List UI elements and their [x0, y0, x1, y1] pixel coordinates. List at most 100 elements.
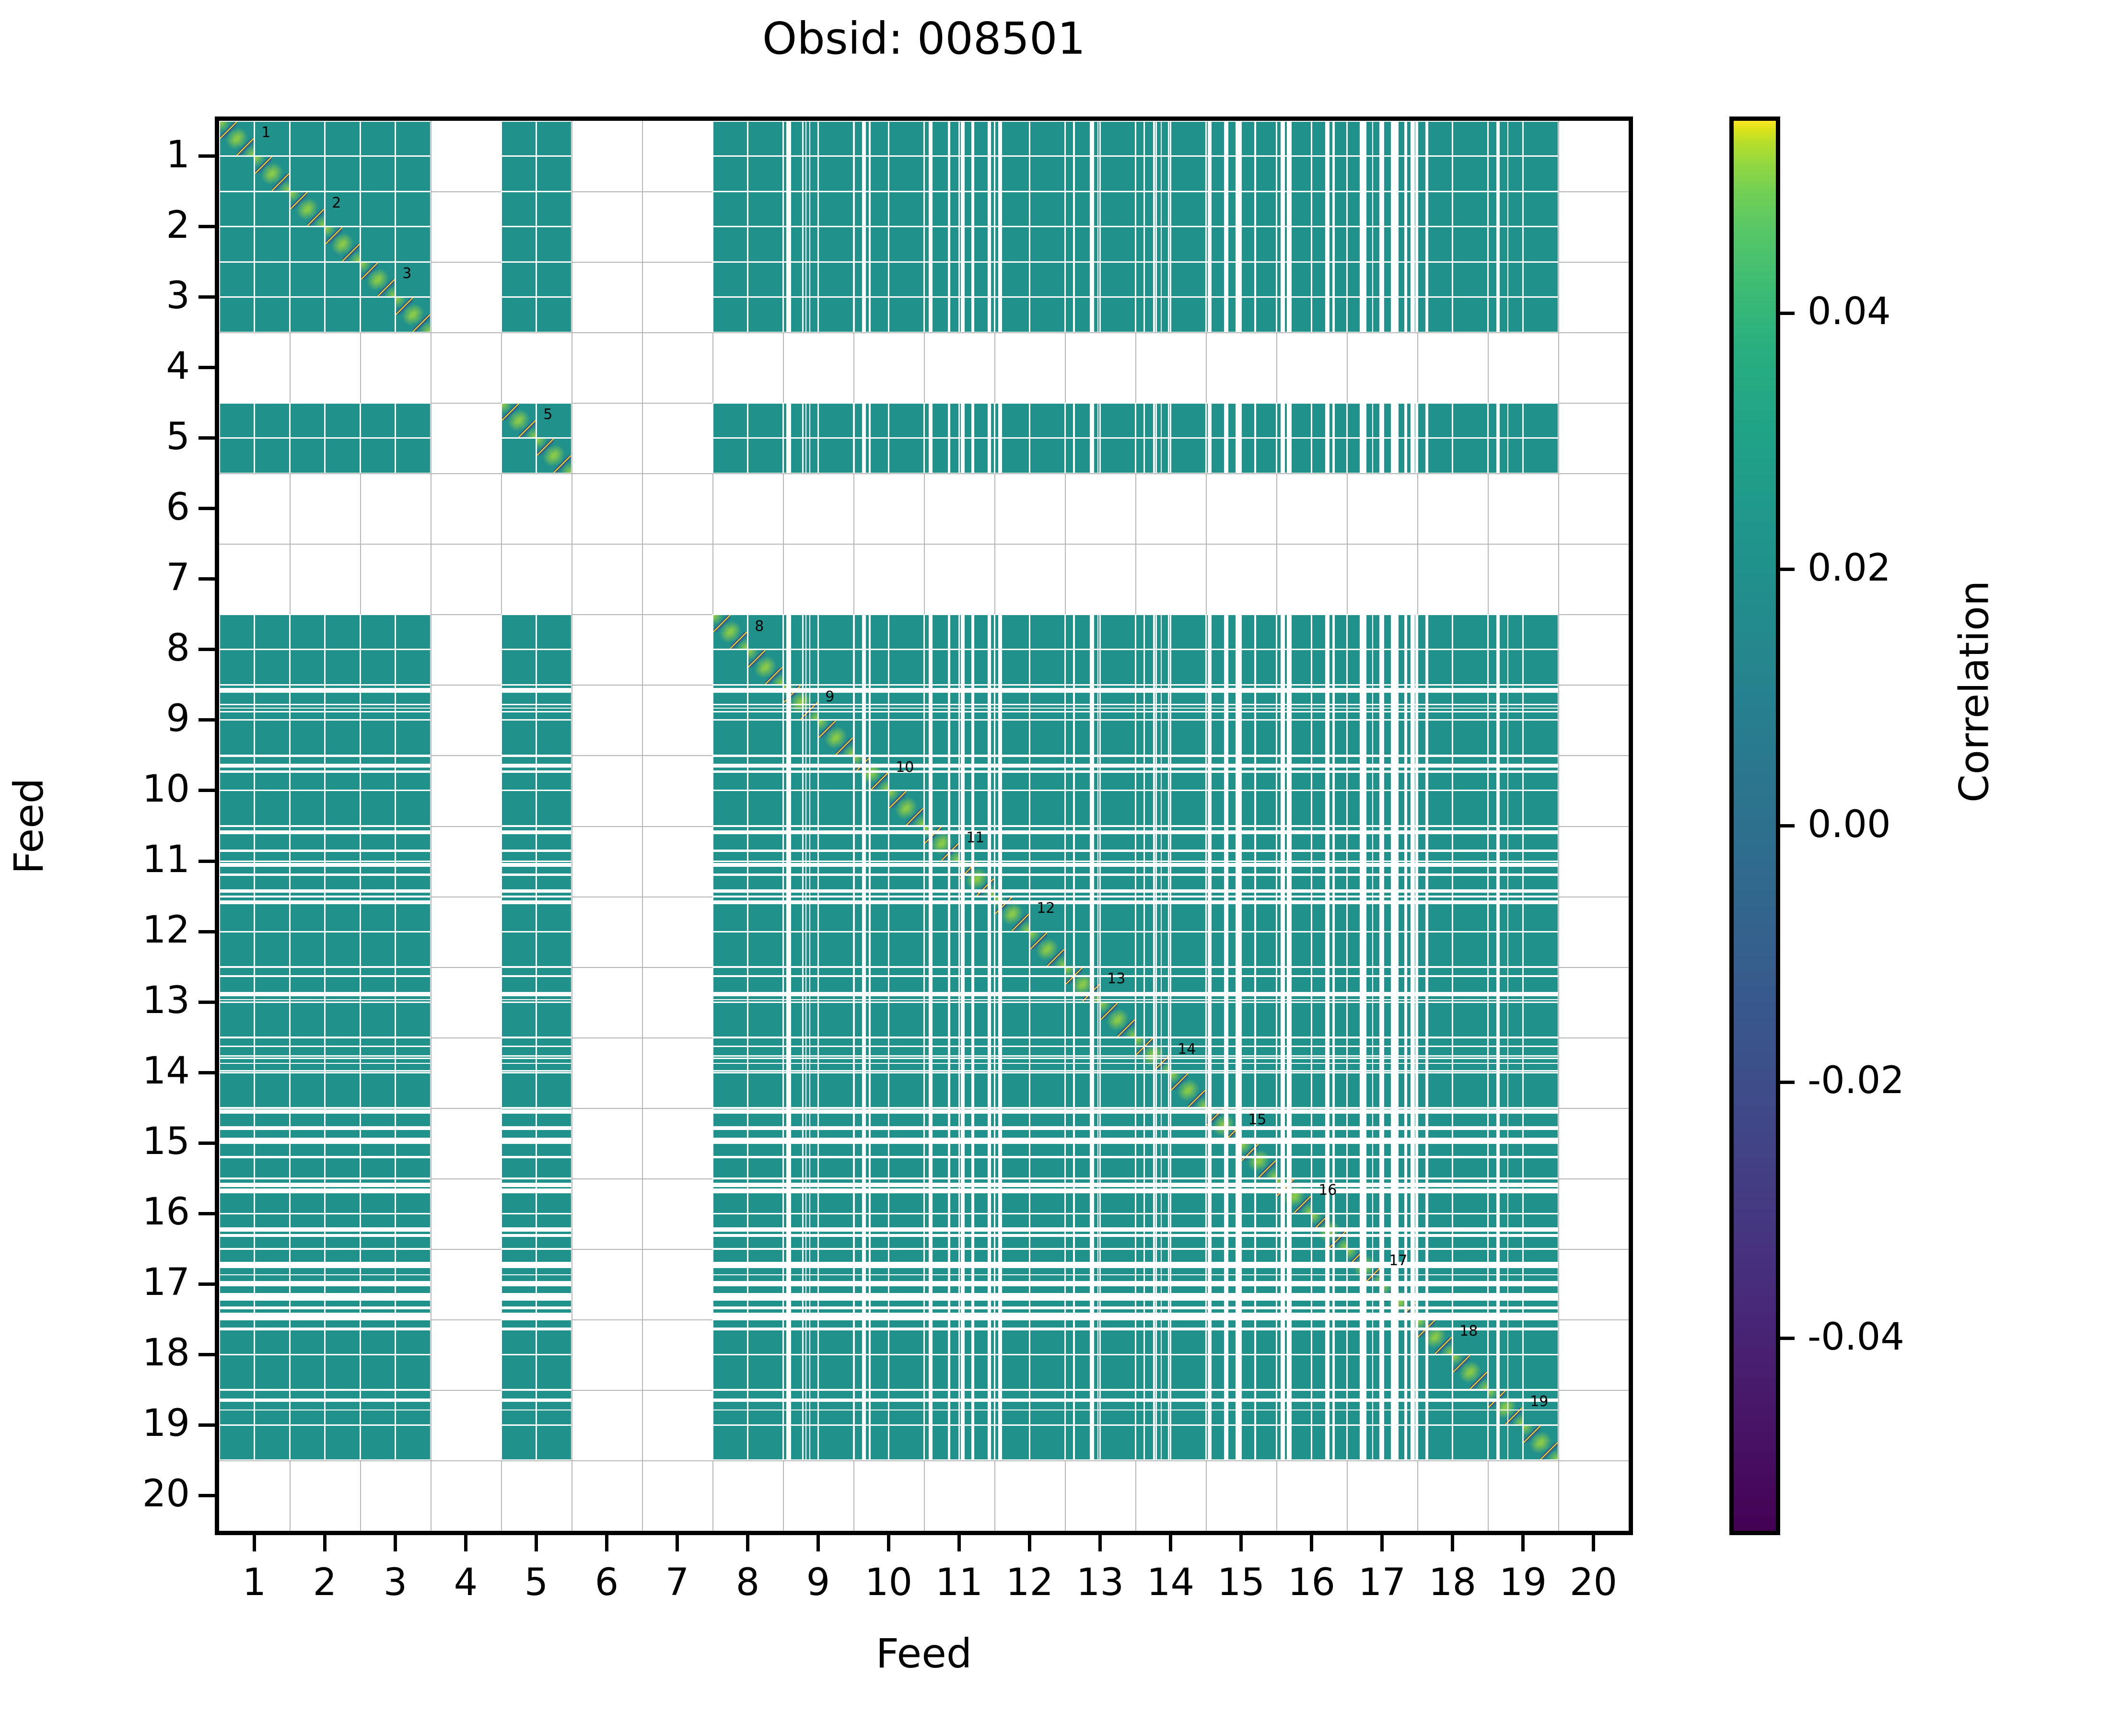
correlation-subblock [889, 1073, 923, 1107]
masked-row-stripe [219, 770, 290, 773]
masked-row-stripe [783, 262, 853, 263]
matrix-cell [1347, 1037, 1417, 1108]
masked-row-stripe [360, 861, 431, 862]
matrix-cell [501, 1178, 571, 1249]
colorbar[interactable] [1729, 117, 1780, 1535]
matrix-cell [712, 544, 783, 614]
masked-row-stripe [290, 755, 360, 757]
correlation-subblock [290, 791, 324, 825]
correlation-subblock [1030, 192, 1064, 226]
masked-row-stripe [1206, 1265, 1276, 1269]
y-axis-tick [198, 1352, 215, 1356]
masked-row-stripe [1347, 889, 1417, 893]
diagonal-subblock [502, 403, 536, 438]
masked-row-stripe [712, 1306, 783, 1309]
masked-row-stripe [853, 1248, 924, 1250]
masked-row-stripe [1417, 999, 1488, 1001]
masked-row-stripe [924, 790, 994, 792]
matrix-cell [1065, 614, 1135, 685]
masked-row-stripe [1065, 685, 1135, 686]
masked-row-stripe [1488, 690, 1558, 693]
masked-row-stripe [853, 931, 924, 932]
correlation-subblock [1242, 403, 1276, 438]
matrix-cell [1276, 1107, 1347, 1178]
correlation-subblock [1101, 298, 1135, 332]
masked-row-stripe [360, 1156, 431, 1158]
matrix-cell [642, 897, 712, 967]
correlation-subblock [748, 1355, 782, 1389]
matrix-cell [1135, 826, 1206, 897]
y-axis-tick [198, 154, 215, 158]
matrix-cell [1417, 1037, 1488, 1108]
masked-row-stripe [853, 1306, 924, 1309]
correlation-subblock [290, 1002, 324, 1037]
y-axis-tick-label: 13 [142, 979, 190, 1023]
masked-row-stripe [994, 1319, 1065, 1320]
masked-row-stripe [219, 991, 290, 996]
matrix-cell [571, 1319, 642, 1390]
masked-row-stripe [290, 790, 360, 792]
matrix-cell [1276, 1389, 1347, 1460]
masked-row-stripe [783, 1070, 853, 1072]
correlation-subblock [1030, 1143, 1064, 1178]
masked-row-stripe [1417, 1234, 1488, 1237]
masked-row-stripe [1065, 614, 1135, 616]
masked-row-stripe [853, 1107, 924, 1109]
masked-row-stripe [1417, 1182, 1488, 1187]
masked-row-stripe [1135, 826, 1206, 827]
masked-row-stripe [994, 685, 1065, 686]
grid-line-vertical [1558, 121, 1559, 1531]
masked-row-stripe [1206, 1398, 1276, 1402]
masked-row-stripe [712, 931, 783, 932]
correlation-subblock [748, 1390, 782, 1424]
masked-row-stripe [853, 1319, 924, 1320]
masked-row-stripe [1347, 1274, 1417, 1276]
correlation-subblock [361, 298, 395, 332]
masked-row-stripe [1417, 711, 1488, 712]
correlation-subblock [396, 403, 430, 438]
correlation-subblock [361, 615, 395, 649]
matrix-cell [1206, 755, 1276, 826]
masked-row-stripe [1065, 1188, 1135, 1194]
matrix-cell [1135, 614, 1206, 685]
masked-row-stripe [924, 226, 994, 227]
subblock-quadrant [836, 737, 853, 755]
masked-row-stripe [1347, 1046, 1417, 1047]
correlation-subblock [1524, 157, 1558, 191]
correlation-subblock [1524, 192, 1558, 226]
matrix-cell [994, 1460, 1065, 1531]
correlation-subblock [290, 721, 324, 755]
masked-row-stripe [1135, 873, 1206, 876]
colorbar-tick [1780, 824, 1795, 827]
masked-row-stripe [853, 1283, 924, 1285]
correlation-subblock [1030, 227, 1064, 261]
correlation-subblock [502, 967, 536, 1002]
masked-row-stripe [1347, 1297, 1417, 1299]
masked-row-stripe [501, 991, 571, 996]
correlation-subblock [1524, 121, 1558, 156]
masked-row-stripe [924, 1142, 994, 1144]
masked-row-stripe [1065, 790, 1135, 792]
correlation-subblock [1418, 298, 1452, 332]
masked-row-stripe [994, 1315, 1065, 1317]
masked-row-stripe [219, 1055, 290, 1057]
masked-row-stripe [219, 1248, 290, 1250]
matrix-cell [219, 685, 290, 756]
masked-row-stripe [853, 1297, 924, 1299]
correlation-subblock [1136, 192, 1170, 226]
correlation-subblock [1101, 1425, 1135, 1460]
masked-row-stripe [924, 861, 994, 862]
correlation-subblock [889, 967, 923, 1002]
matrix-cell [712, 332, 783, 403]
masked-row-stripe [1276, 1312, 1347, 1317]
masked-row-stripe [994, 1297, 1065, 1299]
correlation-subblock [502, 121, 536, 156]
matrix-cell [360, 685, 431, 756]
correlation-subblock [1488, 1355, 1522, 1389]
masked-row-stripe [783, 690, 853, 693]
correlation-subblock [220, 967, 254, 1002]
masked-row-stripe [994, 764, 1065, 768]
correlation-matrix-plot[interactable]: 1 2 3 5 8 9 10 11 12 13 14 15 16 17 18 19 [215, 117, 1633, 1535]
matrix-cell [924, 403, 994, 474]
correlation-subblock [854, 121, 888, 156]
